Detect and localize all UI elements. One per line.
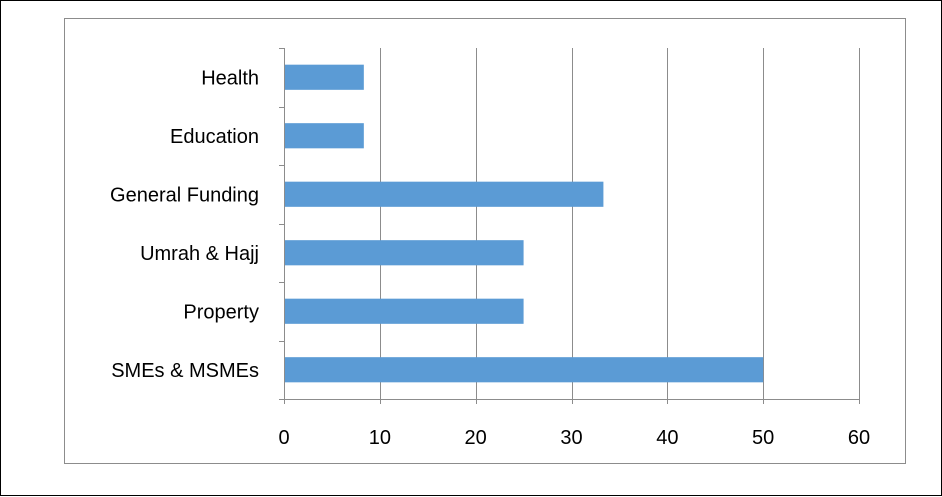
category-label: Property bbox=[183, 301, 259, 323]
category-label: Health bbox=[201, 67, 259, 89]
x-tick-label: 60 bbox=[848, 427, 870, 449]
category-label: General Funding bbox=[110, 184, 259, 206]
bar bbox=[285, 240, 524, 266]
bar bbox=[285, 123, 364, 149]
bar bbox=[285, 181, 604, 207]
category-label: Education bbox=[170, 126, 259, 148]
chart-area bbox=[64, 18, 906, 464]
category-label: SMEs & MSMEs bbox=[111, 360, 259, 382]
x-tick-label: 10 bbox=[369, 427, 391, 449]
bar bbox=[285, 298, 524, 324]
x-tick-label: 30 bbox=[560, 427, 582, 449]
bar bbox=[285, 64, 364, 90]
category-label: Umrah & Hajj bbox=[140, 243, 259, 265]
x-tick-label: 0 bbox=[278, 427, 289, 449]
x-tick-label: 40 bbox=[656, 427, 678, 449]
bar bbox=[285, 357, 764, 383]
x-tick-label: 50 bbox=[752, 427, 774, 449]
x-tick-label: 20 bbox=[465, 427, 487, 449]
